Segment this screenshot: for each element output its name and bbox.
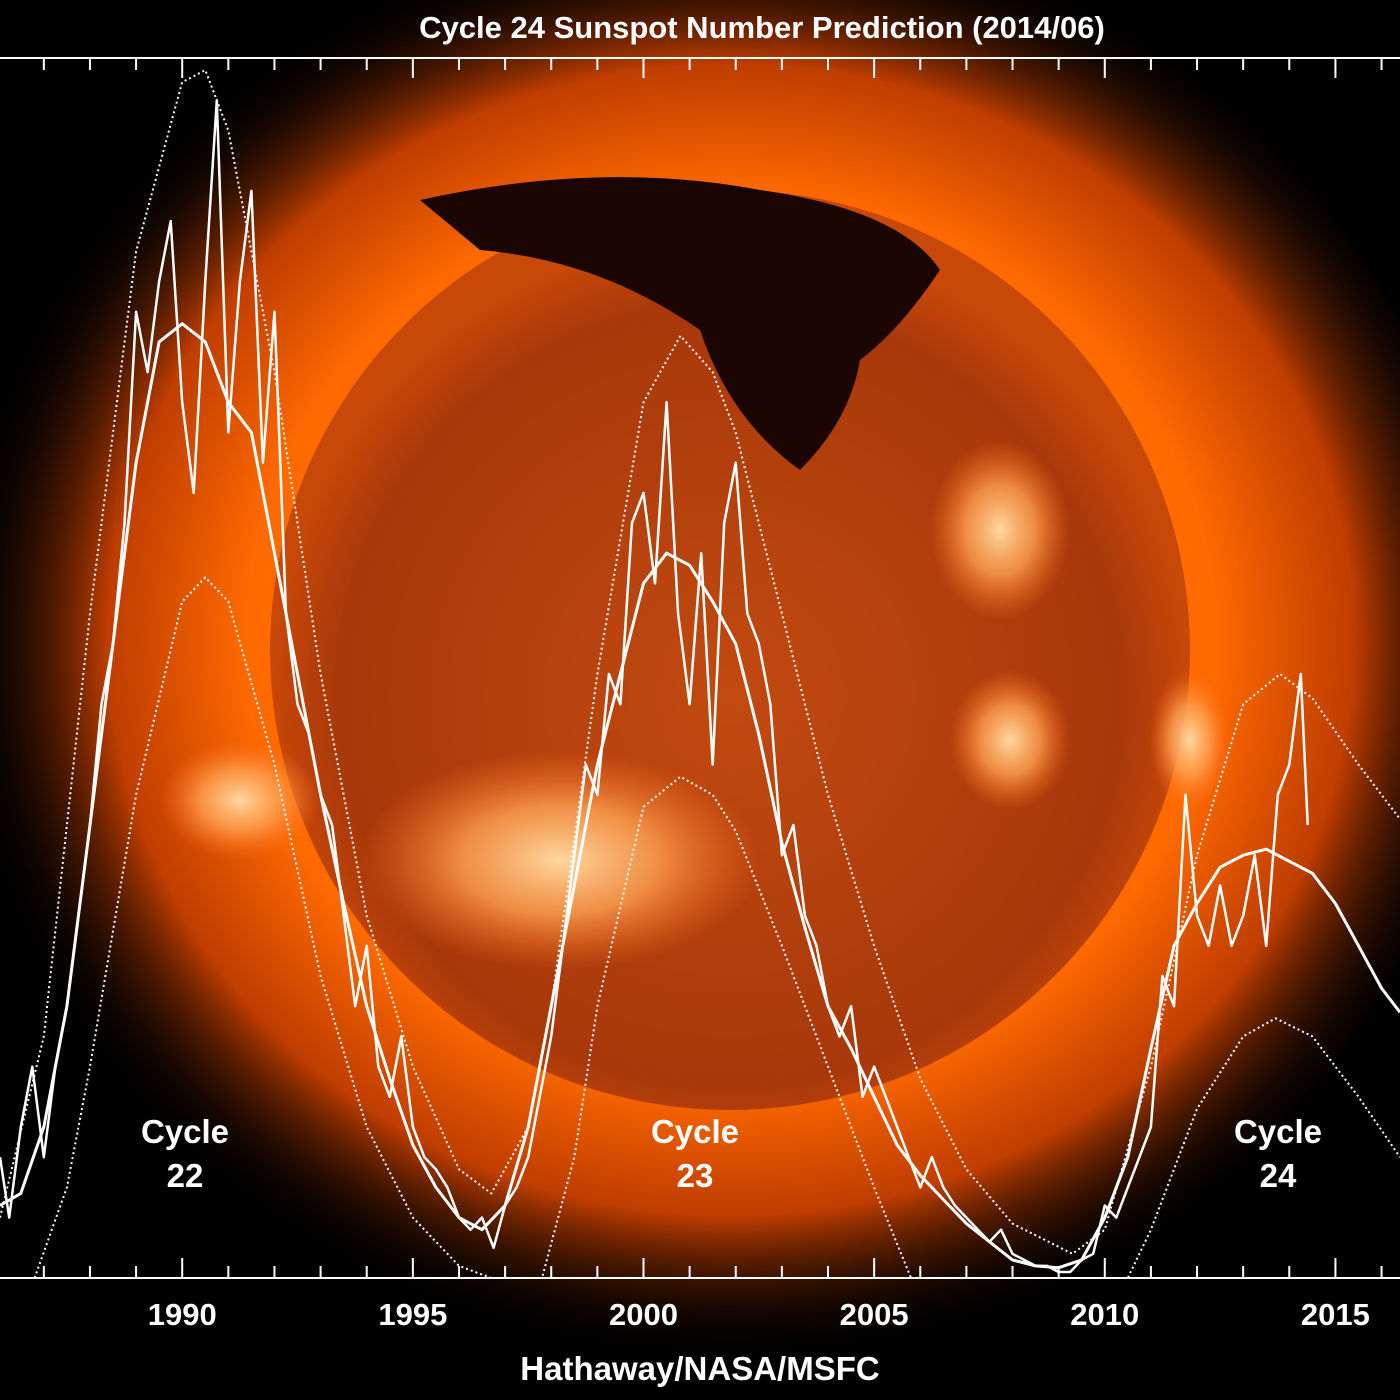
x-tick-label: 1995 (378, 1297, 447, 1332)
cycle-annotation: 24 (1260, 1157, 1297, 1194)
x-tick-label: 2000 (609, 1297, 678, 1332)
cycle-annotation: Cycle (651, 1113, 739, 1150)
cycle-annotation: Cycle (141, 1113, 229, 1150)
x-tick-label: 1990 (148, 1297, 217, 1332)
x-axis-label: Hathaway/NASA/MSFC (520, 1350, 879, 1387)
cycle-annotation: 23 (677, 1157, 714, 1194)
x-tick-label: 2005 (840, 1297, 909, 1332)
plot-area (0, 69, 1400, 1278)
bound-line (0, 69, 1400, 1255)
x-tick-label: 2015 (1301, 1297, 1370, 1332)
cycle-annotation: Cycle (1234, 1113, 1322, 1150)
cycle-annotation: 22 (167, 1157, 204, 1194)
x-tick-label: 2010 (1070, 1297, 1139, 1332)
bound-line (33, 576, 1400, 1278)
series-line (0, 322, 1400, 1270)
chart-title: Cycle 24 Sunspot Number Prediction (2014… (419, 10, 1105, 45)
